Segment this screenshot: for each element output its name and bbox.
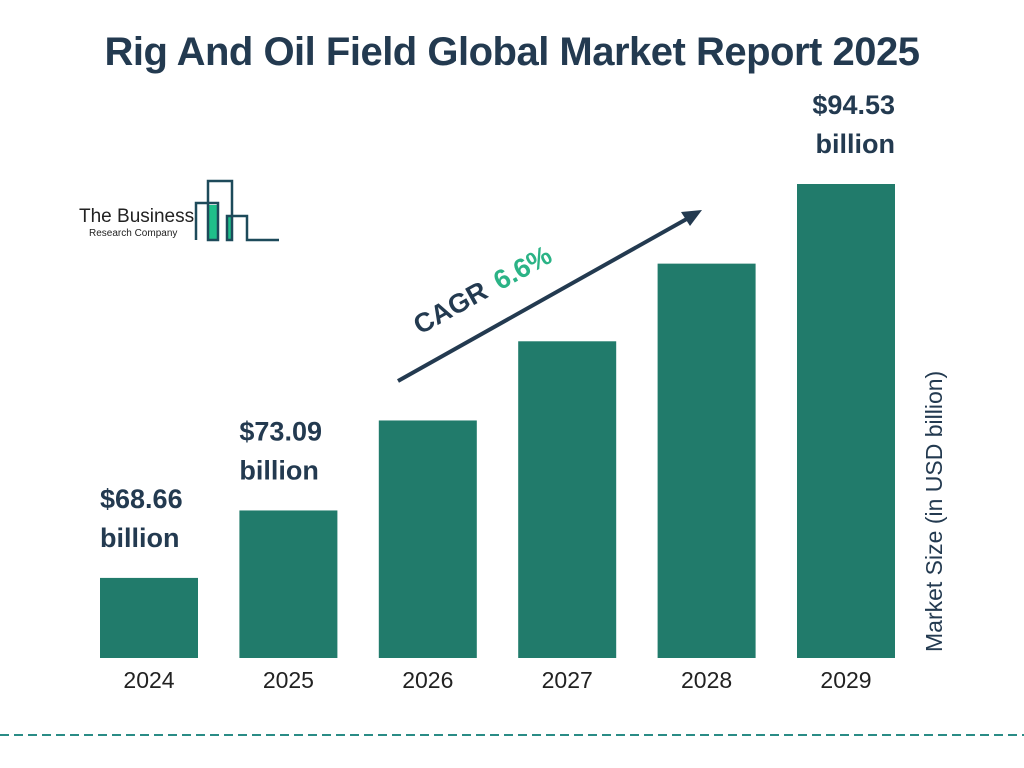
logo-bar-1 <box>209 205 217 240</box>
logo-buildings-icon <box>194 179 279 242</box>
logo-line2: Research Company <box>89 228 177 239</box>
bar-2026 <box>378 420 477 658</box>
x-tick-label: 2027 <box>542 667 593 693</box>
x-tick-label: 2028 <box>681 667 732 693</box>
logo-line1: The Business <box>79 206 194 227</box>
data-label-unit: billion <box>816 129 895 159</box>
data-label-unit: billion <box>239 455 318 485</box>
data-label-value: $94.53 <box>812 90 895 120</box>
bar-2028 <box>657 263 756 658</box>
arrow-head-icon <box>681 210 702 226</box>
data-label-value: $68.66 <box>100 484 183 514</box>
bar-2025 <box>239 510 338 658</box>
chart-title: Rig And Oil Field Global Market Report 2… <box>104 30 920 74</box>
x-tick-label: 2029 <box>820 667 871 693</box>
data-label-unit: billion <box>100 523 179 553</box>
bar-2029 <box>797 184 895 658</box>
logo-bar-2 <box>228 217 233 240</box>
bar-2027 <box>518 341 617 658</box>
y-axis-label: Market Size (in USD billion) <box>921 371 947 652</box>
x-tick-label: 2025 <box>263 667 314 693</box>
cagr-text: CAGR6.6% <box>408 240 556 340</box>
cagr-value: 6.6% <box>488 240 556 296</box>
logo: The Business Research Company <box>79 179 279 242</box>
data-label-value: $73.09 <box>239 416 322 446</box>
cagr-arrow <box>397 210 702 383</box>
cagr-label: CAGR <box>408 275 492 340</box>
cagr-arrow-line <box>397 214 693 383</box>
x-tick-label: 2024 <box>123 667 174 693</box>
x-tick-label: 2026 <box>402 667 453 693</box>
bar-2024 <box>100 577 198 658</box>
